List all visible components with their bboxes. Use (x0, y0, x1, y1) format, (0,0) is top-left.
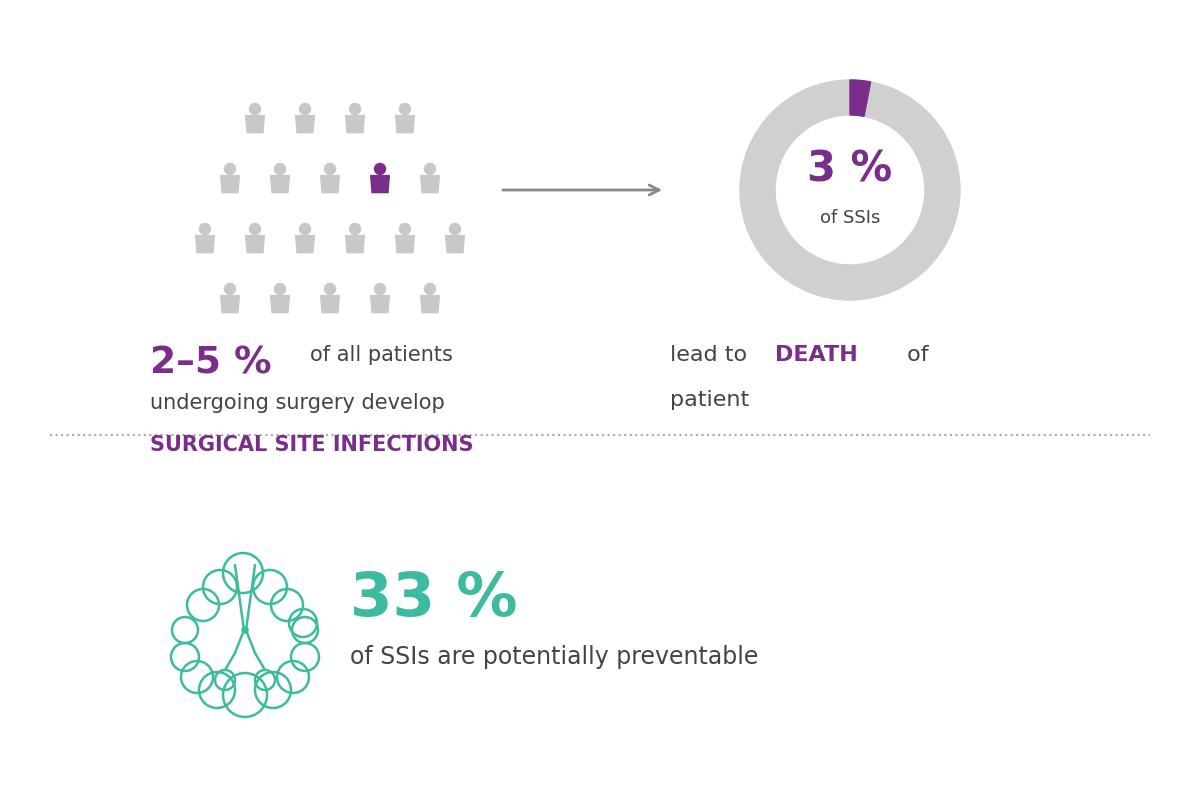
Circle shape (275, 283, 286, 294)
Text: DEATH: DEATH (775, 345, 858, 365)
Text: of SSIs are potentially preventable: of SSIs are potentially preventable (350, 645, 758, 669)
Text: of all patients: of all patients (310, 345, 452, 365)
Circle shape (250, 103, 260, 114)
Text: SURGICAL SITE INFECTIONS: SURGICAL SITE INFECTIONS (150, 435, 474, 455)
Polygon shape (320, 175, 340, 193)
Circle shape (425, 283, 436, 294)
Wedge shape (740, 80, 960, 300)
Circle shape (374, 163, 385, 174)
Text: of SSIs: of SSIs (820, 209, 880, 227)
Polygon shape (246, 115, 264, 133)
Text: undergoing surgery develop: undergoing surgery develop (150, 393, 445, 413)
Polygon shape (346, 235, 365, 253)
Circle shape (300, 223, 311, 234)
Circle shape (400, 223, 410, 234)
Text: of: of (900, 345, 929, 365)
Text: 3 %: 3 % (808, 149, 893, 191)
Circle shape (374, 283, 385, 294)
Text: 2–5 %: 2–5 % (150, 345, 271, 381)
Polygon shape (295, 115, 314, 133)
Polygon shape (196, 235, 215, 253)
Circle shape (300, 103, 311, 114)
Polygon shape (221, 295, 239, 313)
Polygon shape (371, 175, 389, 193)
Polygon shape (396, 115, 414, 133)
Polygon shape (221, 175, 239, 193)
Polygon shape (346, 115, 365, 133)
Polygon shape (271, 295, 289, 313)
Circle shape (400, 103, 410, 114)
Polygon shape (445, 235, 464, 253)
Polygon shape (396, 235, 414, 253)
Circle shape (349, 103, 360, 114)
Circle shape (425, 163, 436, 174)
Wedge shape (850, 80, 871, 116)
Polygon shape (320, 295, 340, 313)
Polygon shape (271, 175, 289, 193)
Circle shape (324, 283, 336, 294)
Circle shape (275, 163, 286, 174)
Circle shape (224, 283, 235, 294)
Circle shape (349, 223, 360, 234)
Circle shape (250, 223, 260, 234)
Circle shape (199, 223, 210, 234)
Circle shape (224, 163, 235, 174)
Text: lead to: lead to (670, 345, 755, 365)
Polygon shape (421, 175, 439, 193)
Polygon shape (421, 295, 439, 313)
Text: patient: patient (670, 390, 749, 410)
Circle shape (324, 163, 336, 174)
Polygon shape (371, 295, 389, 313)
Text: 33 %: 33 % (350, 570, 517, 629)
Polygon shape (295, 235, 314, 253)
Polygon shape (246, 235, 264, 253)
Circle shape (450, 223, 461, 234)
